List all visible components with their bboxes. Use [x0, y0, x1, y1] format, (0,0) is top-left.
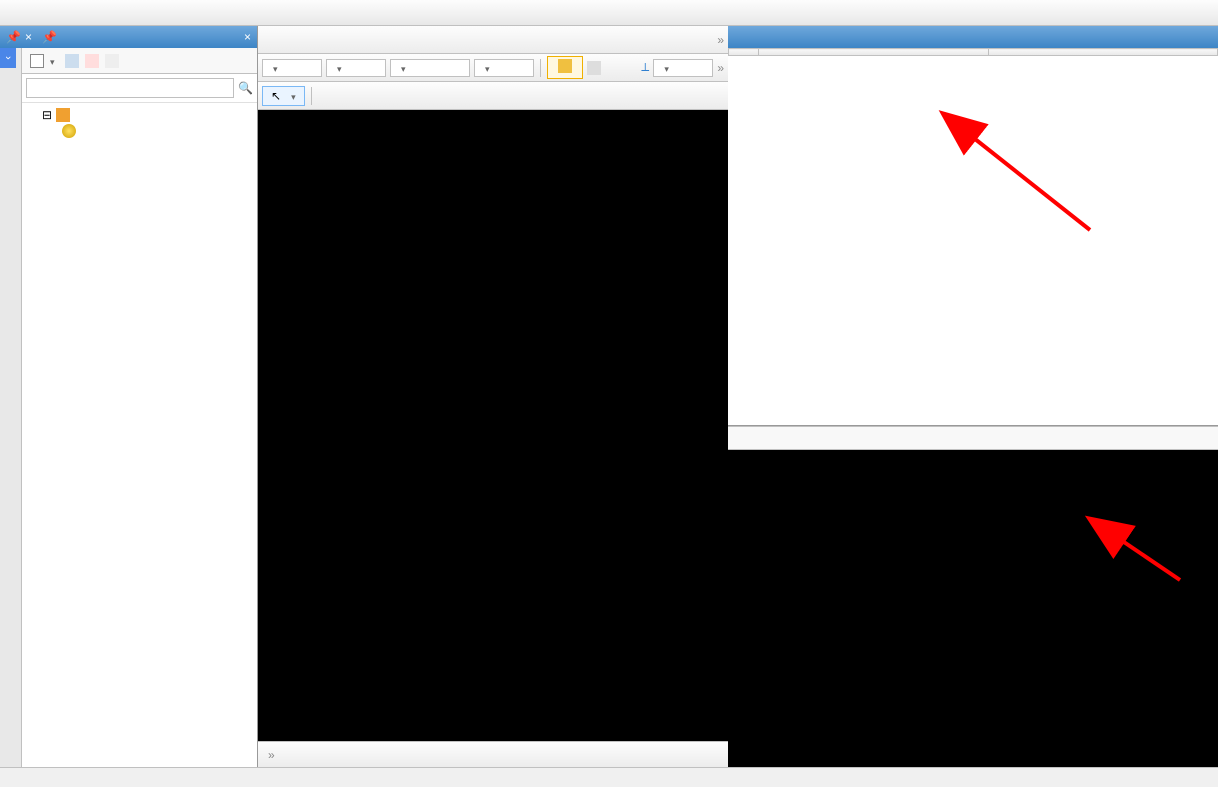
new-button[interactable] — [26, 52, 59, 70]
select-tool[interactable]: ↖ — [262, 86, 305, 106]
reference-tabs — [728, 426, 1218, 450]
reference-viewport[interactable] — [728, 450, 1218, 767]
prop-name-header — [759, 49, 989, 56]
draw-mode-icon: ⟂ — [641, 60, 649, 75]
left-vertical-tabs: › — [0, 48, 22, 767]
selector-toolbar: ⟂ » — [258, 54, 728, 82]
snap-toolbar: » — [258, 741, 728, 767]
draw-mode-select[interactable] — [653, 59, 713, 77]
more-icon[interactable]: » — [717, 33, 724, 47]
search-input[interactable] — [26, 78, 234, 98]
vertical-tab[interactable]: › — [0, 48, 16, 68]
plan-viewport[interactable] — [258, 110, 728, 741]
filter-icon[interactable] — [105, 54, 119, 68]
component-tree: ⊟ — [22, 103, 257, 767]
category-select[interactable] — [326, 59, 386, 77]
delete-icon[interactable] — [85, 54, 99, 68]
pin-icon-2[interactable]: 📌 — [42, 30, 57, 44]
floor-select[interactable] — [262, 59, 322, 77]
property-editor-header — [728, 26, 1218, 48]
attr-icon — [558, 59, 572, 73]
component-icon — [62, 124, 76, 138]
rownum-header — [729, 49, 759, 56]
property-grid — [728, 48, 1218, 426]
component-list-header: 📌 × 📌 × — [0, 26, 257, 48]
status-bar — [0, 767, 1218, 787]
attribute-button[interactable] — [547, 56, 583, 79]
tree-root[interactable]: ⊟ — [26, 107, 253, 123]
component-toolbar — [22, 48, 257, 74]
expand-icon[interactable]: ⊟ — [42, 108, 52, 122]
top-menubar — [0, 0, 1218, 26]
close-icon[interactable]: × — [25, 30, 32, 44]
close-icon-2[interactable]: × — [244, 30, 251, 44]
tree-child[interactable] — [26, 123, 253, 139]
placement-toolbar: ↖ — [258, 82, 728, 110]
edit-toolbar: » — [258, 26, 728, 54]
prop-value-header — [988, 49, 1218, 56]
type-select[interactable] — [390, 59, 470, 77]
copy-icon[interactable] — [65, 54, 79, 68]
component-select[interactable] — [474, 59, 534, 77]
folder-icon — [56, 108, 70, 122]
more-icon-2[interactable]: » — [717, 61, 724, 75]
layer-icon[interactable] — [587, 61, 601, 75]
cursor-icon: ↖ — [271, 89, 281, 103]
pin-icon[interactable]: 📌 — [6, 30, 21, 44]
search-icon[interactable]: 🔍 — [238, 81, 253, 95]
new-icon — [30, 54, 44, 68]
more-icon-3[interactable]: » — [268, 748, 275, 762]
